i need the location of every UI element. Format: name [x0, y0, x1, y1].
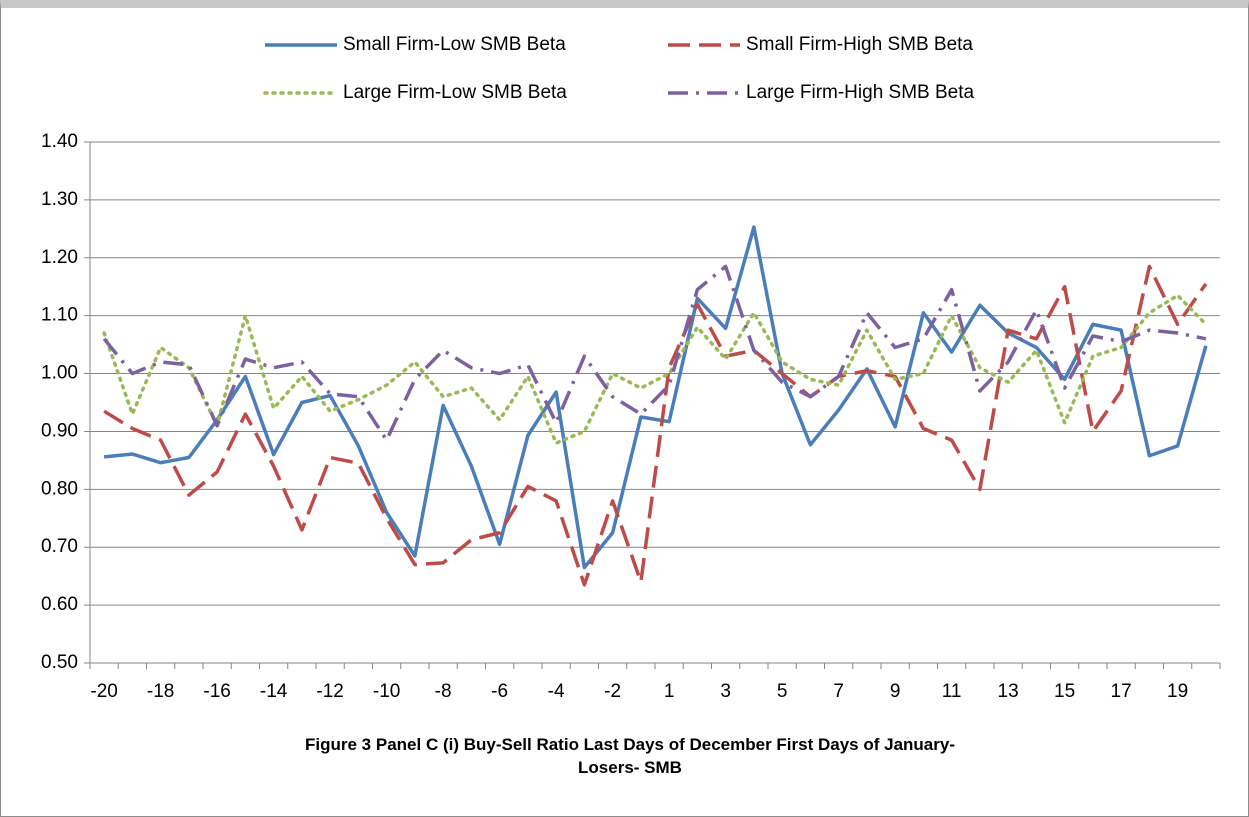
series-line — [103, 225, 1208, 570]
y-tick-label: 1.10 — [41, 305, 78, 326]
legend-label: Large Firm-High SMB Beta — [746, 82, 975, 103]
legend-label: Small Firm-High SMB Beta — [746, 34, 973, 55]
x-tick-label: -14 — [260, 681, 288, 702]
x-tick-label: 19 — [1167, 681, 1188, 702]
x-tick-label: -16 — [203, 681, 230, 702]
x-tick-label: -10 — [373, 681, 400, 702]
y-tick-label: 1.40 — [41, 131, 78, 152]
x-tick-label: -12 — [316, 681, 343, 702]
y-tick-label: 0.50 — [41, 652, 78, 673]
y-tick-label: 0.70 — [41, 536, 78, 557]
series-line — [102, 293, 1208, 445]
y-tick-label: 1.30 — [41, 189, 78, 210]
y-tick-label: 0.80 — [41, 478, 78, 499]
x-tick-label: -8 — [435, 681, 452, 702]
x-tick-label: 13 — [998, 681, 1019, 702]
x-tick-label: 17 — [1111, 681, 1132, 702]
x-tick-label: -18 — [147, 681, 174, 702]
series-line — [102, 264, 1207, 442]
x-tick-label: -20 — [90, 681, 117, 702]
x-tick-label: -2 — [604, 681, 621, 702]
x-tick-label: 9 — [890, 681, 901, 702]
x-tick-label: 15 — [1054, 681, 1075, 702]
y-tick-label: 0.60 — [41, 594, 78, 615]
x-tick-label: -4 — [548, 681, 565, 702]
y-tick-label: 1.00 — [41, 363, 78, 384]
x-tick-label: 1 — [664, 681, 675, 702]
x-axis-title: Figure 3 Panel C (i) Buy-Sell Ratio Last… — [305, 735, 955, 777]
x-tick-label: 7 — [833, 681, 844, 702]
x-tick-label: 5 — [777, 681, 788, 702]
legend-label: Large Firm-Low SMB Beta — [343, 82, 567, 103]
y-tick-label: 1.20 — [41, 247, 78, 268]
y-tick-label: 0.90 — [41, 420, 78, 441]
x-tick-label: 11 — [942, 681, 962, 702]
series-line — [103, 264, 1208, 587]
x-tick-label: -6 — [491, 681, 508, 702]
legend-label: Small Firm-Low SMB Beta — [343, 34, 566, 55]
x-tick-label: 3 — [720, 681, 731, 702]
